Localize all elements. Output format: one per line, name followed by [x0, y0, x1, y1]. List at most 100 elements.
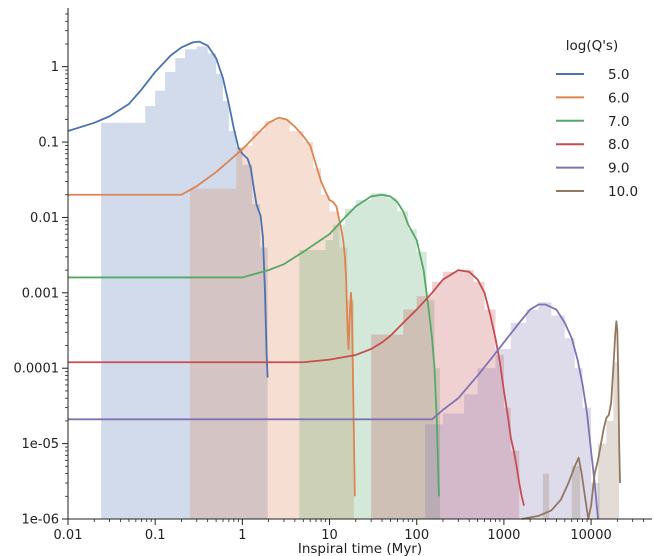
histogram-layer [101, 46, 620, 520]
series-line-0 [67, 40, 269, 378]
hist-bar-series-3-1 [386, 334, 404, 519]
hist-bar-series-1-13 [347, 300, 354, 519]
axes: 0.01 0.1 1 10 100 1000 10000 1e-06 1e-05 0.0001 0… [14, 8, 652, 556]
hist-bar-series-5-1 [571, 466, 581, 519]
hist-bar-series-4-11 [582, 407, 592, 519]
hist-bar-series-2-4 [344, 208, 356, 519]
legend-label-2: 7.0 [608, 114, 629, 130]
hist-bar-series-0-7 [207, 53, 217, 519]
legend-title: log(Q's) [566, 38, 618, 54]
hist-bar-series-0-10 [228, 131, 237, 520]
hist-bar-series-2-2 [325, 240, 334, 519]
hist-bar-series-0-5 [185, 49, 197, 519]
hist-bar-series-1-8 [303, 142, 314, 520]
hist-bar-series-3-2 [403, 309, 417, 519]
hist-bar-series-4-7 [538, 302, 552, 519]
hist-bar-series-0-4 [175, 58, 186, 519]
legend-label-4: 9.0 [608, 161, 629, 177]
hist-bar-series-1-1 [216, 188, 237, 519]
hist-bar-series-4-4 [495, 348, 511, 519]
hist-bar-series-3-6 [458, 270, 474, 519]
x-axis-label: Inspiral time (Myr) [298, 541, 422, 556]
hist-bar-series-5-3 [606, 420, 614, 519]
hist-bar-series-2-10 [416, 251, 427, 519]
hist-bar-series-4-6 [526, 309, 539, 519]
hist-bar-series-5-4 [613, 362, 620, 519]
hist-bar-series-3-3 [416, 296, 433, 519]
hist-bar-series-2-5 [355, 200, 372, 519]
y-tick-label-0: 1e-06 [21, 513, 59, 528]
hist-bar-series-2-8 [397, 211, 409, 519]
hist-bar-series-0-1 [145, 106, 156, 519]
hist-bar-series-0-9 [223, 101, 229, 519]
hist-bar-series-3-10 [503, 407, 511, 519]
hist-bar-series-4-10 [574, 368, 583, 519]
hist-bar-series-5-0 [542, 473, 550, 519]
hist-bar-series-4-0 [425, 424, 443, 519]
x-tick-label-3: 10 [321, 528, 338, 543]
hist-bar-series-2-1 [318, 250, 326, 519]
legend-items: 5.0 6.0 7.0 8.0 9.0 10.0 [556, 67, 638, 200]
hist-bar-series-1-0 [189, 188, 217, 519]
hist-bar-series-0-0 [101, 122, 146, 519]
y-tick-label-4: 0.01 [30, 211, 59, 226]
series-line-3 [68, 269, 525, 506]
hist-bar-series-1-7 [289, 131, 304, 520]
hist-bar-series-3-4 [432, 281, 443, 519]
hist-bar-series-3-7 [473, 281, 485, 519]
hist-bar-series-1-2 [236, 147, 243, 519]
hist-bar-series-5-2 [597, 443, 607, 519]
series-line-4 [68, 303, 599, 520]
legend-label-5: 10.0 [608, 184, 638, 200]
hist-bar-series-2-9 [408, 229, 417, 519]
hist-bar-series-0-8 [216, 73, 224, 519]
hist-bar-series-1-12 [339, 247, 348, 519]
hist-bar-series-4-3 [477, 368, 496, 519]
hist-bar-series-0-12 [242, 164, 253, 519]
hist-bar-series-3-0 [371, 334, 387, 519]
x-tick-label-1: 0.1 [145, 528, 166, 543]
y-tick-label-5: 0.1 [38, 136, 59, 151]
series-line-5 [521, 320, 621, 520]
hist-bar-series-4-2 [464, 394, 478, 519]
hist-bar-series-4-8 [551, 315, 565, 519]
hist-bar-series-2-0 [299, 250, 319, 519]
hist-bar-series-0-3 [165, 71, 176, 520]
hist-bar-series-3-11 [510, 450, 520, 519]
y-tick-label-6: 1 [51, 60, 59, 75]
legend-label-3: 8.0 [608, 137, 629, 153]
hist-bar-series-0-2 [155, 90, 166, 519]
hist-bar-series-3-8 [484, 309, 496, 519]
hist-bar-series-2-7 [386, 198, 398, 519]
y-tick-label-3: 0.001 [22, 286, 59, 301]
hist-bar-series-4-9 [564, 338, 575, 519]
series-line-2 [68, 193, 440, 497]
hist-bar-series-2-3 [333, 224, 345, 519]
hist-bar-series-1-3 [242, 145, 253, 519]
x-tick-label-5: 1000 [487, 528, 520, 543]
hist-bar-series-4-12 [591, 483, 600, 519]
hist-bar-series-2-6 [371, 193, 387, 519]
hist-bar-series-1-10 [321, 194, 330, 519]
series-line-1 [68, 116, 356, 497]
y-ticks: 1e-06 1e-05 0.0001 0.001 0.01 0.1 1 [14, 13, 68, 528]
legend-label-0: 5.0 [608, 67, 629, 83]
legend-label-1: 6.0 [608, 90, 629, 106]
x-tick-label-6: 10000 [570, 528, 611, 543]
y-tick-label-1: 1e-05 [21, 437, 59, 452]
x-tick-label-0: 0.01 [54, 528, 83, 543]
x-tick-label-4: 100 [404, 528, 429, 543]
y-tick-label-2: 0.0001 [14, 362, 60, 377]
series-lines-layer [67, 40, 621, 520]
hist-bar-series-0-14 [260, 247, 268, 519]
hist-bar-series-4-5 [510, 322, 527, 519]
hist-bar-series-0-11 [236, 147, 243, 519]
hist-bar-series-0-6 [196, 46, 208, 520]
hist-bar-series-1-6 [277, 119, 290, 520]
legend: log(Q's) 5.0 6.0 7.0 8.0 9.0 10.0 [556, 38, 638, 200]
hist-bar-series-3-5 [442, 271, 459, 519]
x-ticks: 0.01 0.1 1 10 100 1000 10000 [54, 519, 644, 543]
hist-bar-series-4-1 [442, 413, 465, 519]
x-tick-label-2: 1 [238, 528, 246, 543]
